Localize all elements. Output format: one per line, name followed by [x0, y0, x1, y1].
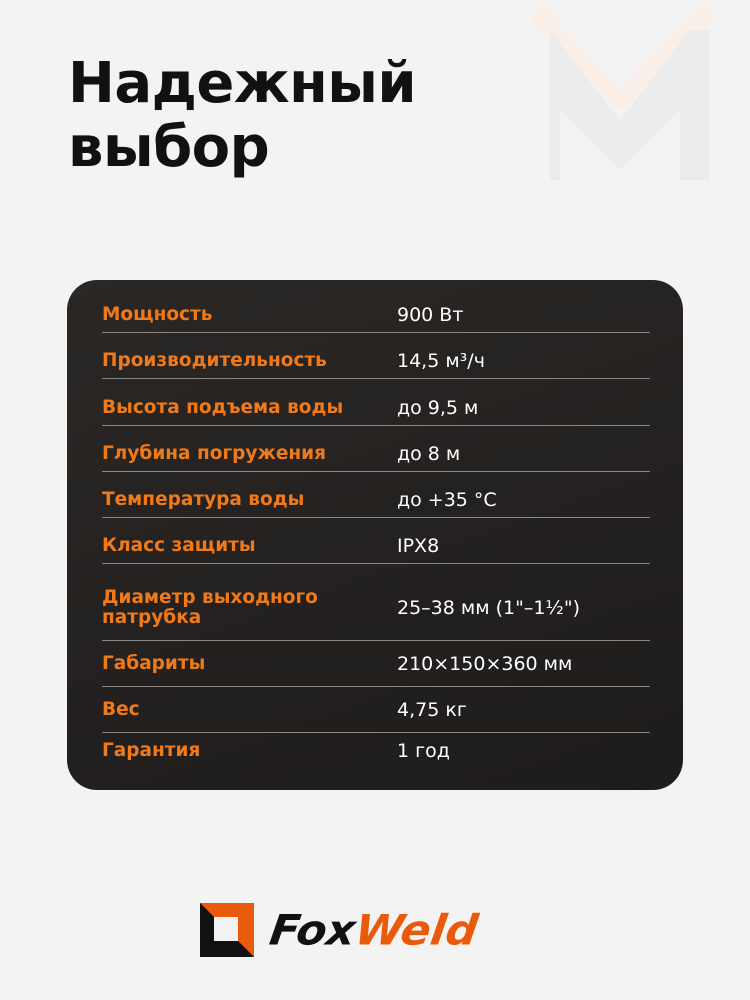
- spec-row: Вес 4,75 кг: [102, 687, 650, 733]
- page-title: Надежный выбор: [68, 51, 417, 180]
- spec-value: 4,75 кг: [397, 698, 467, 721]
- spec-value: до 9,5 м: [397, 396, 479, 419]
- spec-row: Гарантия 1 год: [102, 733, 650, 768]
- spec-label: Вес: [102, 698, 140, 720]
- spec-row: Класс защиты IPX8: [102, 529, 650, 564]
- spec-label: Температура воды: [102, 489, 305, 510]
- spec-value: до 8 м: [397, 443, 461, 465]
- spec-label: Габариты: [102, 652, 206, 674]
- spec-value: до +35 °С: [397, 489, 497, 511]
- spec-row: Мощность 900 Вт: [102, 298, 650, 333]
- foxweld-wordmark: FoxWeld: [267, 906, 481, 954]
- spec-value: 210×150×360 мм: [397, 652, 573, 675]
- spec-row: Производительность 14,5 м³/ч: [102, 344, 650, 379]
- logo-weld: Weld: [351, 905, 481, 955]
- spec-value: 900 Вт: [397, 304, 464, 326]
- spec-row: Диаметр выходного патрубка 25–38 мм (1"–1…: [102, 575, 650, 641]
- spec-label: Диаметр выходного патрубка: [102, 586, 318, 628]
- spec-value: 14,5 м³/ч: [397, 350, 485, 372]
- title-line-2: выбор: [68, 115, 270, 180]
- spec-label: Гарантия: [102, 739, 201, 761]
- spec-row: Высота подъема воды до 9,5 м: [102, 390, 650, 426]
- spec-label: Мощность: [102, 304, 213, 325]
- spec-row: Глубина погружения до 8 м: [102, 437, 650, 472]
- spec-label: Глубина погружения: [102, 443, 327, 464]
- logo-fox: Fox: [266, 905, 359, 955]
- spec-label: Класс защиты: [102, 535, 256, 556]
- spec-value: IPX8: [397, 535, 440, 557]
- spec-value: 1 год: [397, 739, 450, 762]
- foxweld-mark-icon: [200, 903, 254, 957]
- spec-row: Температура воды до +35 °С: [102, 483, 650, 518]
- spec-label: Высота подъема воды: [102, 396, 344, 418]
- title-line-1: Надежный: [68, 51, 417, 116]
- specs-card: Мощность 900 Вт Производительность 14,5 м³…: [67, 280, 683, 790]
- spec-row: Габариты 210×150×360 мм: [102, 641, 650, 687]
- watermark-logo: [530, 0, 715, 180]
- foxweld-logo: FoxWeld: [200, 903, 481, 957]
- spec-value: 25–38 мм (1"–1½"): [397, 596, 580, 619]
- spec-label: Производительность: [102, 350, 327, 371]
